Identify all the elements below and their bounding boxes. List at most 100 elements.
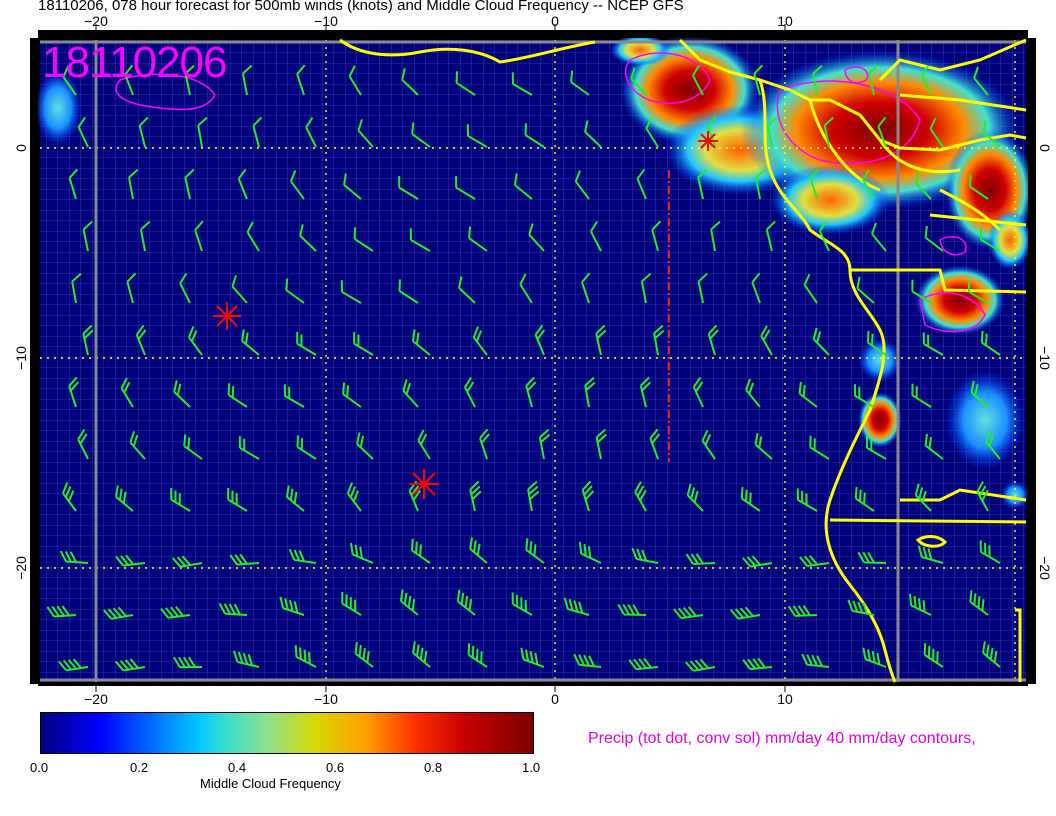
wind-barb: [171, 555, 203, 568]
left-axis-label: −20: [13, 556, 29, 580]
wind-barb: [867, 64, 878, 96]
wind-barb: [765, 220, 776, 252]
wind-barb: [456, 589, 476, 616]
wind-barb: [595, 324, 607, 356]
top-border: [38, 30, 1028, 38]
wind-barb: [853, 384, 875, 408]
bottom-border: [38, 684, 1028, 686]
wind-barb: [466, 124, 488, 148]
wind-barb: [809, 168, 820, 200]
wind-barb: [115, 485, 134, 512]
wind-barb: [968, 174, 989, 200]
wind-barb: [798, 381, 818, 408]
wind-barb: [241, 329, 260, 356]
wind-barb: [411, 122, 431, 148]
wind-barb: [917, 545, 944, 564]
wind-barb: [279, 596, 305, 616]
wind-barb: [692, 376, 704, 408]
wind-barb: [639, 376, 651, 408]
wind-barb: [398, 175, 419, 200]
colorbar-tick: 0.8: [424, 760, 443, 775]
wind-barb: [170, 487, 191, 512]
precip-contours: [115, 52, 986, 333]
wind-barb: [62, 65, 77, 96]
wind-barb: [914, 483, 932, 512]
wind-barb: [68, 168, 79, 200]
right-axis-label: −20: [1037, 556, 1053, 580]
wind-barb: [231, 275, 248, 304]
wind-barb: [410, 538, 431, 564]
wind-barb: [232, 650, 260, 668]
wind-barb: [294, 645, 317, 668]
precip-note: Precip (tot dot, conv sol) mm/day 40 mm/…: [588, 730, 976, 747]
bottom-axis-label: −20: [84, 691, 108, 707]
coastline: [339, 38, 1027, 683]
wind-barb: [357, 119, 374, 148]
wind-barb: [252, 116, 263, 148]
wind-barb: [194, 220, 204, 252]
right-border: [1028, 38, 1036, 684]
wind-barb: [353, 227, 374, 252]
wind-barb: [237, 168, 248, 200]
wind-barb: [584, 376, 596, 408]
wind-barb: [68, 376, 80, 408]
storm-symbol: [213, 302, 241, 330]
wind-barb: [227, 383, 248, 408]
wind-barb: [751, 272, 761, 304]
wind-barb: [472, 326, 488, 356]
wind-barb: [455, 175, 476, 200]
colorbar-tick: 0.0: [30, 760, 49, 775]
wind-barb: [809, 435, 830, 460]
wind-barb: [707, 324, 719, 356]
wind-barb: [197, 116, 208, 148]
wind-barb: [573, 653, 602, 668]
wind-barb: [979, 540, 1001, 564]
wind-barb: [511, 72, 533, 96]
wind-barb: [464, 376, 476, 408]
wind-barb: [218, 602, 248, 616]
wind-barb: [135, 324, 147, 356]
wind-barb: [976, 481, 989, 512]
wind-barb: [525, 376, 537, 408]
wind-barb: [124, 64, 134, 96]
wind-barb: [741, 555, 773, 568]
wind-barb: [590, 220, 602, 252]
wind-barb: [229, 553, 260, 566]
storm-symbol: [409, 469, 439, 499]
wind-barb: [856, 276, 875, 304]
colorbar: [40, 712, 534, 754]
wind-barb: [754, 432, 773, 460]
wind-barb: [653, 324, 665, 356]
wind-barb: [862, 647, 887, 668]
wind-barb: [755, 168, 766, 200]
wind-barb: [343, 173, 362, 200]
wind-barb: [399, 589, 419, 616]
wind-barb: [305, 116, 317, 148]
wind-barb: [923, 643, 944, 668]
wind-barb: [288, 548, 317, 564]
wind-barb: [102, 606, 134, 620]
wind-barb: [342, 382, 362, 408]
wind-barb: [973, 66, 989, 96]
wind-barb: [686, 483, 704, 512]
wind-barb: [479, 428, 490, 460]
wind-barb: [285, 278, 305, 304]
wind-barb: [753, 64, 764, 96]
wind-barb: [871, 222, 887, 252]
colorbar-tick: 0.4: [228, 760, 247, 775]
wind-barb: [823, 116, 834, 148]
wind-barb: [760, 325, 773, 356]
wind-barb: [138, 116, 149, 148]
wind-barb: [290, 170, 305, 200]
wind-barb: [857, 551, 887, 564]
wind-barb: [173, 656, 203, 669]
wind-barb: [634, 481, 647, 512]
wind-barb: [411, 329, 431, 356]
wind-barb: [578, 541, 602, 564]
wind-barb: [46, 605, 77, 618]
wind-barb: [139, 220, 151, 252]
wind-barb: [812, 327, 830, 356]
wind-barb: [468, 226, 488, 252]
wind-barb: [685, 553, 716, 565]
bottom-axis-label: 10: [777, 691, 793, 707]
